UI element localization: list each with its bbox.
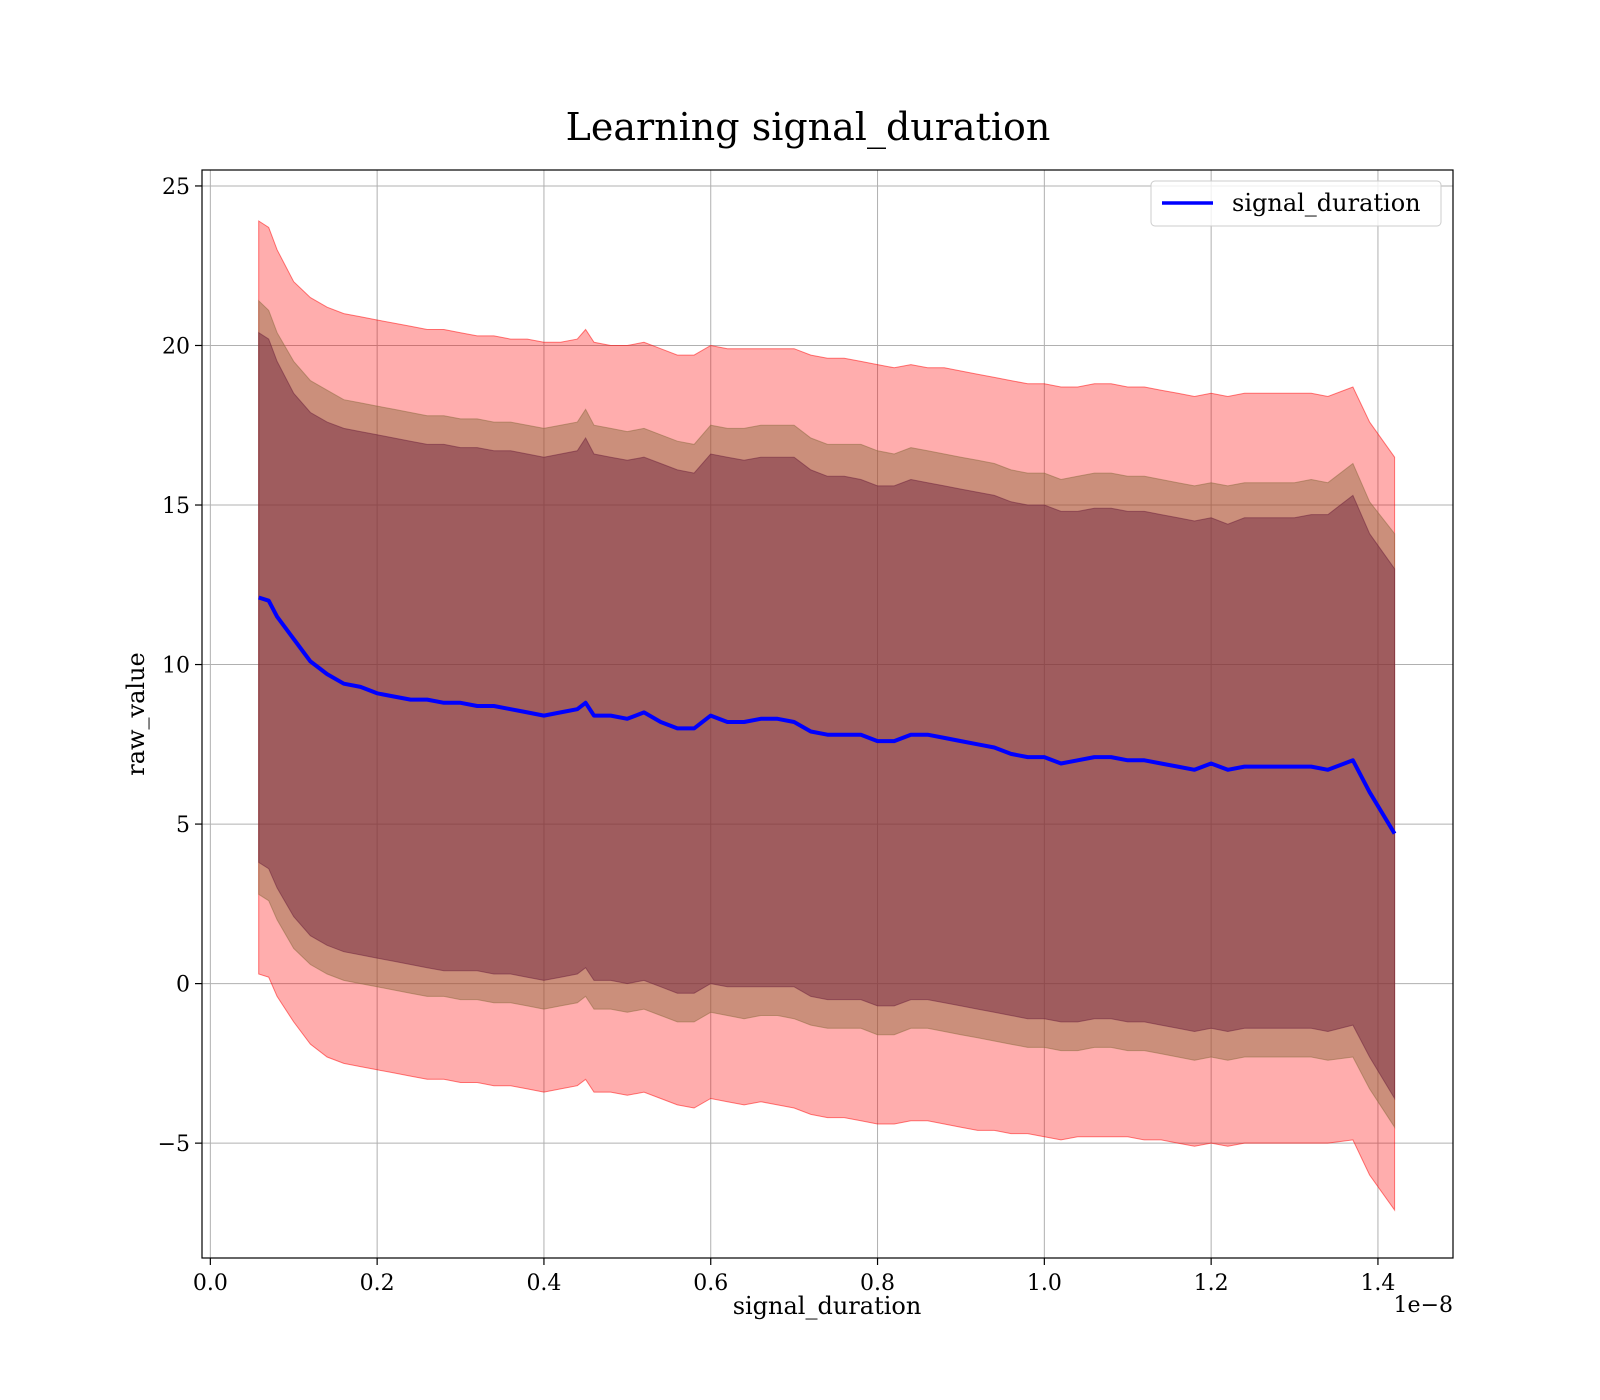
x-tick-label: 1.4 [1360, 1271, 1395, 1296]
x-tick-label: 0.6 [693, 1271, 728, 1296]
y-tick-label: −5 [158, 1132, 190, 1157]
y-tick-label: 0 [176, 973, 190, 998]
legend-box [1150, 180, 1442, 227]
plot-frame [201, 169, 1454, 1259]
y-axis-label: raw_value [122, 652, 150, 776]
x-axis-label: signal_duration [733, 1292, 922, 1320]
legend: signal_duration [1150, 180, 1442, 227]
x-tick-label: 0.2 [360, 1271, 395, 1296]
x-tick-label: 0.8 [860, 1271, 895, 1296]
grid [202, 170, 1453, 1258]
y-tick-label: 25 [162, 175, 190, 200]
x-tick-label: 0.4 [526, 1271, 561, 1296]
x-tick-label: 1.0 [1027, 1271, 1062, 1296]
band-1 [258, 299, 1396, 1129]
y-tick-label: 15 [162, 494, 190, 519]
y-tick-label: 20 [162, 334, 190, 359]
y-tick-label: 5 [176, 813, 190, 838]
band-2 [258, 331, 1396, 1101]
x-axis-scale-factor: 1e−8 [1394, 1293, 1453, 1318]
y-tick-label: 10 [162, 654, 190, 679]
chart-title: Learning signal_duration [566, 105, 1051, 150]
confidence-bands [258, 220, 1396, 1212]
legend-label: signal_duration [1232, 189, 1421, 217]
series-line-signal-duration [258, 595, 1397, 835]
axis-ticks: 0.0 0.2 0.4 0.6 0.8 1.0 1.2 1.4 −5 0 5 10 15 20 25 [158, 175, 1396, 1296]
x-tick-label: 0.0 [193, 1271, 228, 1296]
band-0 [258, 220, 1396, 1212]
series-lines [258, 595, 1397, 835]
x-tick-label: 1.2 [1194, 1271, 1229, 1296]
